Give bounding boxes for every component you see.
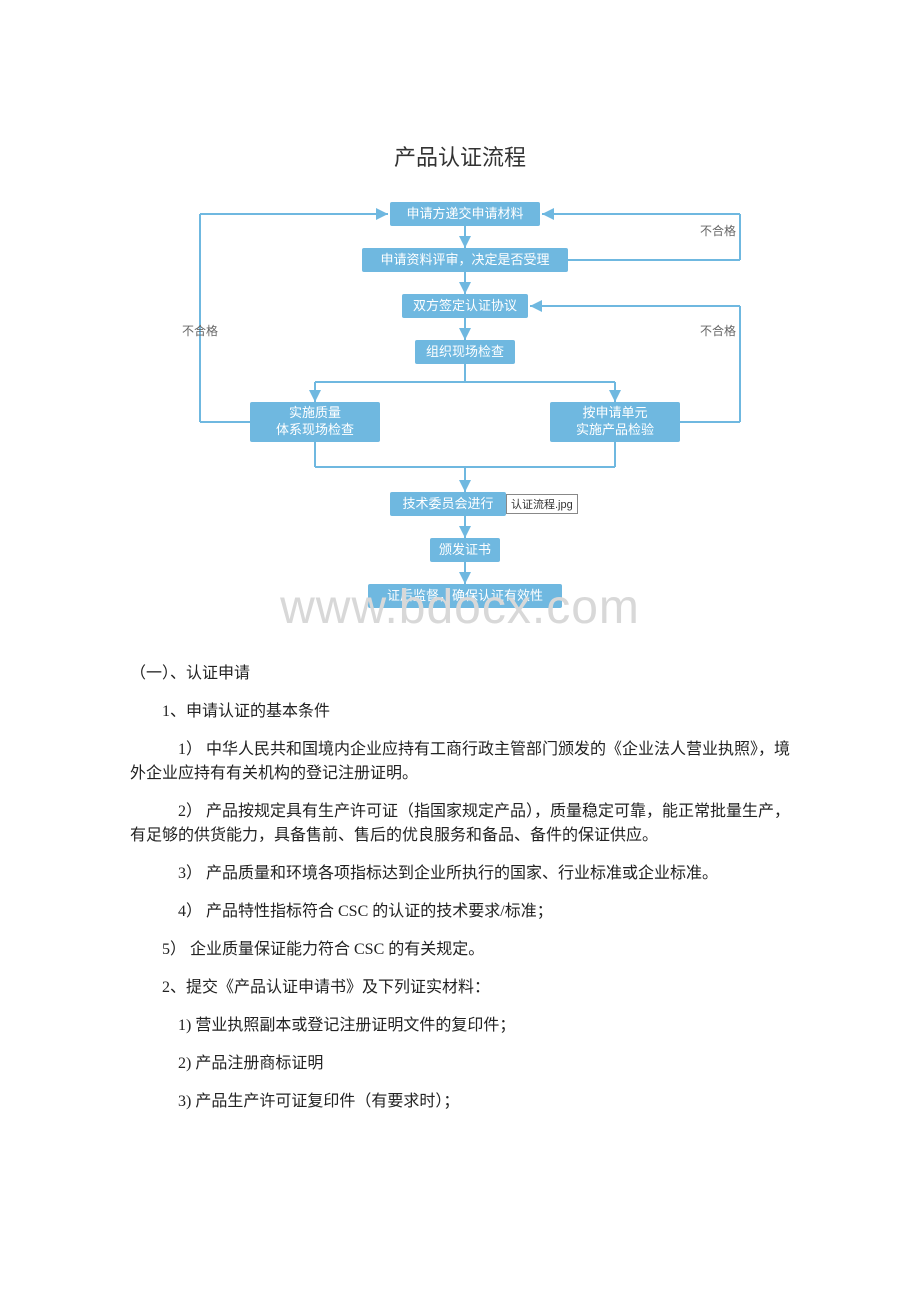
flow-node-quality-check: 实施质量 体系现场检查 [250, 402, 380, 442]
edge-label-fail-right-2: 不合格 [700, 322, 736, 339]
page-title: 产品认证流程 [0, 0, 920, 192]
subheading-conditions: 1、申请认证的基本条件 [130, 700, 790, 724]
image-tooltip: 认证流程.jpg [506, 494, 578, 514]
para-material-1: 1) 营业执照副本或登记注册证明文件的复印件； [130, 1014, 790, 1038]
para-condition-1: 1） 中华人民共和国境内企业应持有工商行政主管部门颁发的《企业法人营业执照》，境… [130, 738, 790, 786]
flow-node-onsite: 组织现场检查 [415, 340, 515, 364]
subheading-materials: 2、提交《产品认证申请书》及下列证实材料： [130, 976, 790, 1000]
para-condition-2: 2） 产品按规定具有生产许可证（指国家规定产品），质量稳定可靠，能正常批量生产，… [130, 800, 790, 848]
flow-node-product-check: 按申请单元 实施产品检验 [550, 402, 680, 442]
para-condition-4: 4） 产品特性指标符合 CSC 的认证的技术要求/标准； [130, 900, 790, 924]
flow-node-submit: 申请方递交申请材料 [390, 202, 540, 226]
flow-node-review: 申请资料评审，决定是否受理 [362, 248, 568, 272]
flow-node-post-supervision: 证后监督，确保认证有效性 [368, 584, 562, 608]
flow-node-committee: 技术委员会进行 [390, 492, 506, 516]
para-condition-5: 5） 企业质量保证能力符合 CSC 的有关规定。 [130, 938, 790, 962]
flowchart-container: 申请方递交申请材料 申请资料评审，决定是否受理 双方签定认证协议 组织现场检查 … [140, 192, 780, 632]
edge-label-fail-left: 不合格 [182, 322, 218, 339]
section-heading-1: （一）、认证申请 [130, 662, 790, 686]
edge-label-fail-right-1: 不合格 [700, 222, 736, 239]
flow-node-issue-cert: 颁发证书 [430, 538, 500, 562]
document-body: （一）、认证申请 1、申请认证的基本条件 1） 中华人民共和国境内企业应持有工商… [0, 662, 920, 1114]
para-material-2: 2) 产品注册商标证明 [130, 1052, 790, 1076]
para-condition-3: 3） 产品质量和环境各项指标达到企业所执行的国家、行业标准或企业标准。 [130, 862, 790, 886]
para-material-3: 3) 产品生产许可证复印件（有要求时）； [130, 1090, 790, 1114]
flow-node-agreement: 双方签定认证协议 [402, 294, 528, 318]
